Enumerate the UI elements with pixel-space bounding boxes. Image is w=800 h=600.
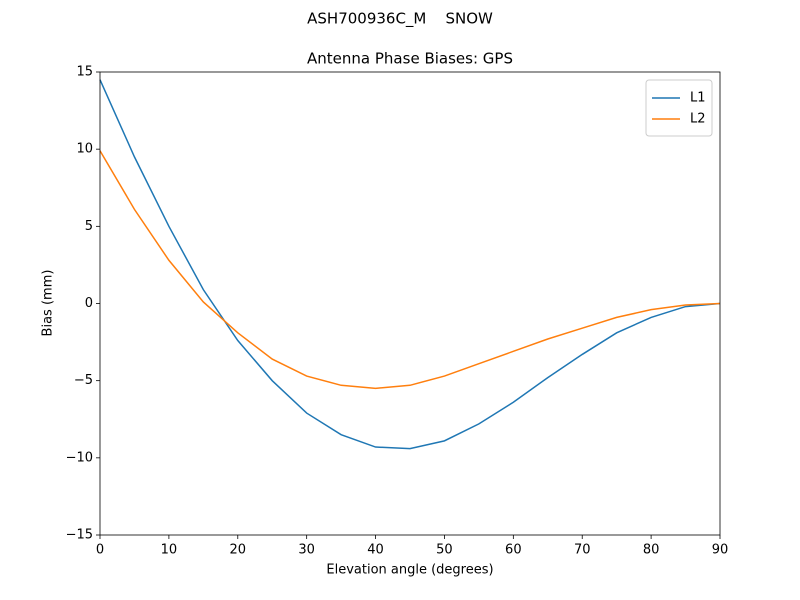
y-tick-label: −15 [66,528,93,543]
x-tick-label: 50 [436,543,453,558]
legend-label: L1 [690,91,706,106]
y-axis-label: Bias (mm) [41,270,56,337]
y-tick-label: 15 [76,65,93,80]
x-tick-label: 90 [712,543,729,558]
x-tick-label: 0 [96,543,104,558]
line-series [99,79,721,450]
y-tick-label: −10 [66,450,93,465]
legend-label: L2 [690,112,706,127]
x-tick-label: 40 [367,543,384,558]
y-tick-label: 0 [85,296,93,311]
plot-frame [99,71,721,536]
y-tick-label: −5 [74,373,93,388]
x-tick-label: 30 [298,543,315,558]
legend-box [645,79,713,137]
line-series [99,150,721,390]
y-tick-label: 10 [76,142,93,157]
x-tick-label: 80 [643,543,660,558]
x-tick-label: 20 [230,543,247,558]
x-tick-label: 10 [161,543,178,558]
x-tick-label: 60 [505,543,522,558]
y-tick-label: 5 [85,219,93,234]
chart-title: Antenna Phase Biases: GPS [307,50,513,68]
x-tick-label: 70 [574,543,591,558]
x-axis-label: Elevation angle (degrees) [326,563,493,578]
suptitle: ASH700936C_M SNOW [307,10,493,29]
